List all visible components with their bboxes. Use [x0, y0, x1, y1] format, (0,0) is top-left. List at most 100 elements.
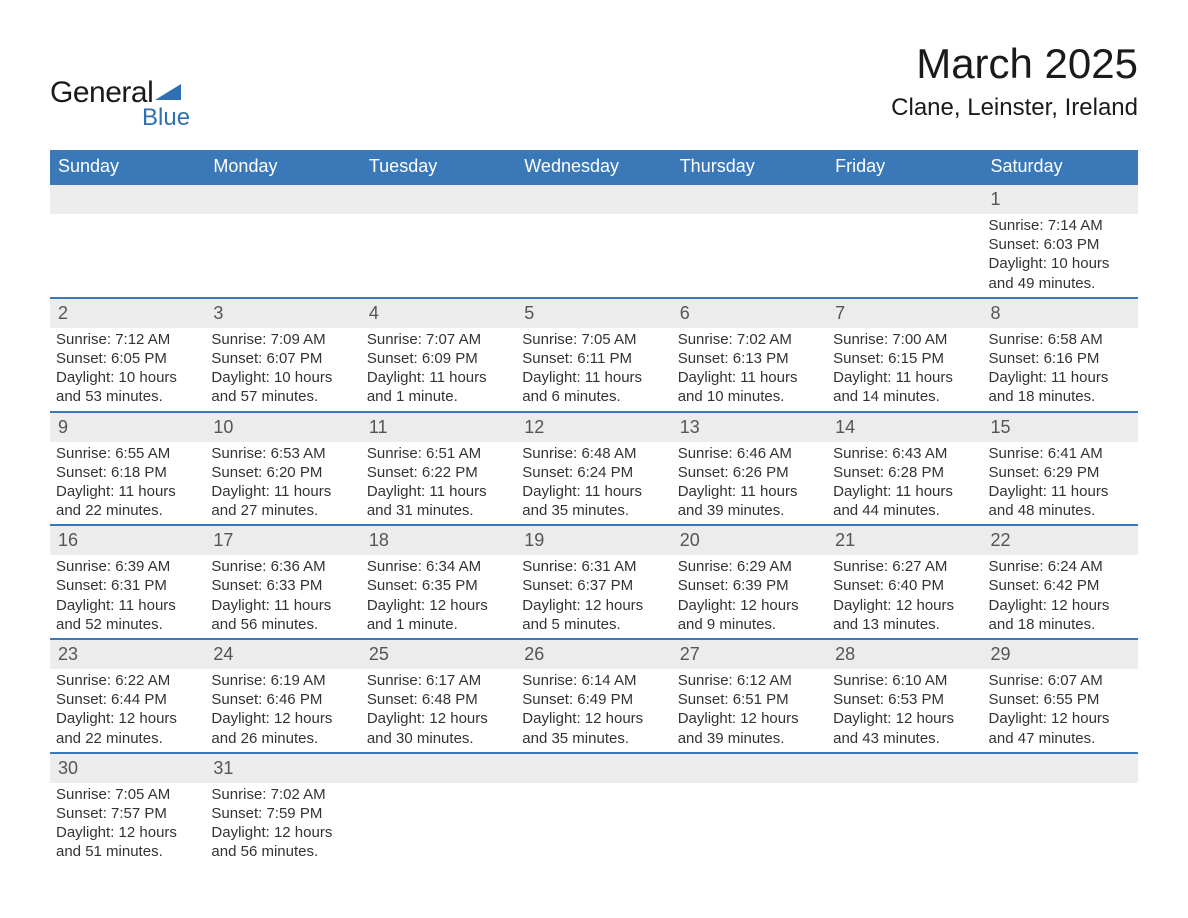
daylight-text: Daylight: 11 hours and 18 minutes.: [989, 368, 1132, 406]
day-data-cell: [361, 214, 516, 298]
sunrise-text: Sunrise: 6:10 AM: [833, 671, 976, 690]
daylight-text: Daylight: 11 hours and 35 minutes.: [522, 482, 665, 520]
day-data-cell: Sunrise: 6:31 AMSunset: 6:37 PMDaylight:…: [516, 555, 671, 639]
daylight-text: Daylight: 11 hours and 56 minutes.: [211, 596, 354, 634]
day-data-cell: Sunrise: 6:10 AMSunset: 6:53 PMDaylight:…: [827, 669, 982, 753]
sunset-text: Sunset: 6:55 PM: [989, 690, 1132, 709]
sunset-text: Sunset: 6:42 PM: [989, 576, 1132, 595]
sunset-text: Sunset: 6:07 PM: [211, 349, 354, 368]
day-number-cell: 29: [983, 639, 1138, 669]
weekday-header: Saturday: [983, 150, 1138, 184]
weekday-header: Monday: [205, 150, 360, 184]
day-number-cell: [361, 184, 516, 214]
sunset-text: Sunset: 6:05 PM: [56, 349, 199, 368]
day-data-row: Sunrise: 7:12 AMSunset: 6:05 PMDaylight:…: [50, 328, 1138, 412]
sunrise-text: Sunrise: 6:31 AM: [522, 557, 665, 576]
day-data-cell: Sunrise: 6:34 AMSunset: 6:35 PMDaylight:…: [361, 555, 516, 639]
day-number-cell: 11: [361, 412, 516, 442]
day-data-cell: [205, 214, 360, 298]
day-number-cell: 20: [672, 525, 827, 555]
day-data-cell: Sunrise: 7:05 AMSunset: 6:11 PMDaylight:…: [516, 328, 671, 412]
day-number-row: 1: [50, 184, 1138, 214]
sunrise-text: Sunrise: 7:02 AM: [211, 785, 354, 804]
day-number-cell: 6: [672, 298, 827, 328]
day-number-cell: 15: [983, 412, 1138, 442]
sunset-text: Sunset: 6:46 PM: [211, 690, 354, 709]
day-number-cell: 21: [827, 525, 982, 555]
daylight-text: Daylight: 12 hours and 43 minutes.: [833, 709, 976, 747]
sunset-text: Sunset: 6:11 PM: [522, 349, 665, 368]
sunrise-text: Sunrise: 6:46 AM: [678, 444, 821, 463]
daylight-text: Daylight: 12 hours and 22 minutes.: [56, 709, 199, 747]
daylight-text: Daylight: 11 hours and 14 minutes.: [833, 368, 976, 406]
day-data-cell: Sunrise: 6:41 AMSunset: 6:29 PMDaylight:…: [983, 442, 1138, 526]
day-number-cell: 23: [50, 639, 205, 669]
daylight-text: Daylight: 11 hours and 48 minutes.: [989, 482, 1132, 520]
sunrise-text: Sunrise: 6:29 AM: [678, 557, 821, 576]
daylight-text: Daylight: 10 hours and 57 minutes.: [211, 368, 354, 406]
daylight-text: Daylight: 11 hours and 31 minutes.: [367, 482, 510, 520]
sunset-text: Sunset: 6:40 PM: [833, 576, 976, 595]
day-data-cell: [672, 214, 827, 298]
daylight-text: Daylight: 11 hours and 22 minutes.: [56, 482, 199, 520]
day-data-row: Sunrise: 7:05 AMSunset: 7:57 PMDaylight:…: [50, 783, 1138, 866]
day-number-cell: [50, 184, 205, 214]
sunrise-text: Sunrise: 7:09 AM: [211, 330, 354, 349]
day-data-cell: Sunrise: 7:02 AMSunset: 6:13 PMDaylight:…: [672, 328, 827, 412]
sunset-text: Sunset: 6:13 PM: [678, 349, 821, 368]
sunrise-text: Sunrise: 6:07 AM: [989, 671, 1132, 690]
day-data-cell: Sunrise: 6:58 AMSunset: 6:16 PMDaylight:…: [983, 328, 1138, 412]
day-number-row: 16171819202122: [50, 525, 1138, 555]
daylight-text: Daylight: 12 hours and 5 minutes.: [522, 596, 665, 634]
weekday-row: Sunday Monday Tuesday Wednesday Thursday…: [50, 150, 1138, 184]
sunset-text: Sunset: 6:28 PM: [833, 463, 976, 482]
sunset-text: Sunset: 6:03 PM: [989, 235, 1132, 254]
day-number-row: 23242526272829: [50, 639, 1138, 669]
day-data-cell: Sunrise: 6:43 AMSunset: 6:28 PMDaylight:…: [827, 442, 982, 526]
day-data-cell: Sunrise: 7:09 AMSunset: 6:07 PMDaylight:…: [205, 328, 360, 412]
day-data-cell: Sunrise: 6:53 AMSunset: 6:20 PMDaylight:…: [205, 442, 360, 526]
sunset-text: Sunset: 6:18 PM: [56, 463, 199, 482]
sunset-text: Sunset: 6:22 PM: [367, 463, 510, 482]
day-data-cell: Sunrise: 6:39 AMSunset: 6:31 PMDaylight:…: [50, 555, 205, 639]
day-number-cell: [361, 753, 516, 783]
day-data-cell: [983, 783, 1138, 866]
day-data-cell: Sunrise: 6:19 AMSunset: 6:46 PMDaylight:…: [205, 669, 360, 753]
sunset-text: Sunset: 7:57 PM: [56, 804, 199, 823]
sunrise-text: Sunrise: 6:14 AM: [522, 671, 665, 690]
day-data-cell: Sunrise: 6:12 AMSunset: 6:51 PMDaylight:…: [672, 669, 827, 753]
sunset-text: Sunset: 6:48 PM: [367, 690, 510, 709]
day-number-cell: 13: [672, 412, 827, 442]
day-number-cell: 18: [361, 525, 516, 555]
day-data-cell: [50, 214, 205, 298]
day-number-row: 9101112131415: [50, 412, 1138, 442]
day-number-cell: 4: [361, 298, 516, 328]
daylight-text: Daylight: 12 hours and 13 minutes.: [833, 596, 976, 634]
day-data-cell: Sunrise: 7:07 AMSunset: 6:09 PMDaylight:…: [361, 328, 516, 412]
day-number-cell: 30: [50, 753, 205, 783]
daylight-text: Daylight: 12 hours and 56 minutes.: [211, 823, 354, 861]
day-data-cell: Sunrise: 6:22 AMSunset: 6:44 PMDaylight:…: [50, 669, 205, 753]
day-number-row: 3031: [50, 753, 1138, 783]
sunset-text: Sunset: 6:49 PM: [522, 690, 665, 709]
daylight-text: Daylight: 12 hours and 1 minute.: [367, 596, 510, 634]
sunrise-text: Sunrise: 6:58 AM: [989, 330, 1132, 349]
sunset-text: Sunset: 6:15 PM: [833, 349, 976, 368]
day-number-cell: 5: [516, 298, 671, 328]
day-data-cell: Sunrise: 7:00 AMSunset: 6:15 PMDaylight:…: [827, 328, 982, 412]
day-number-row: 2345678: [50, 298, 1138, 328]
header: General Blue March 2025 Clane, Leinster,…: [50, 40, 1138, 132]
day-number-cell: 14: [827, 412, 982, 442]
sunrise-text: Sunrise: 6:39 AM: [56, 557, 199, 576]
sunrise-text: Sunrise: 7:02 AM: [678, 330, 821, 349]
sunrise-text: Sunrise: 6:34 AM: [367, 557, 510, 576]
title-block: March 2025 Clane, Leinster, Ireland: [891, 40, 1138, 122]
weekday-header: Sunday: [50, 150, 205, 184]
daylight-text: Daylight: 11 hours and 1 minute.: [367, 368, 510, 406]
weekday-header: Wednesday: [516, 150, 671, 184]
sunset-text: Sunset: 6:53 PM: [833, 690, 976, 709]
sunset-text: Sunset: 6:24 PM: [522, 463, 665, 482]
day-number-cell: 24: [205, 639, 360, 669]
day-number-cell: 9: [50, 412, 205, 442]
sunset-text: Sunset: 6:31 PM: [56, 576, 199, 595]
